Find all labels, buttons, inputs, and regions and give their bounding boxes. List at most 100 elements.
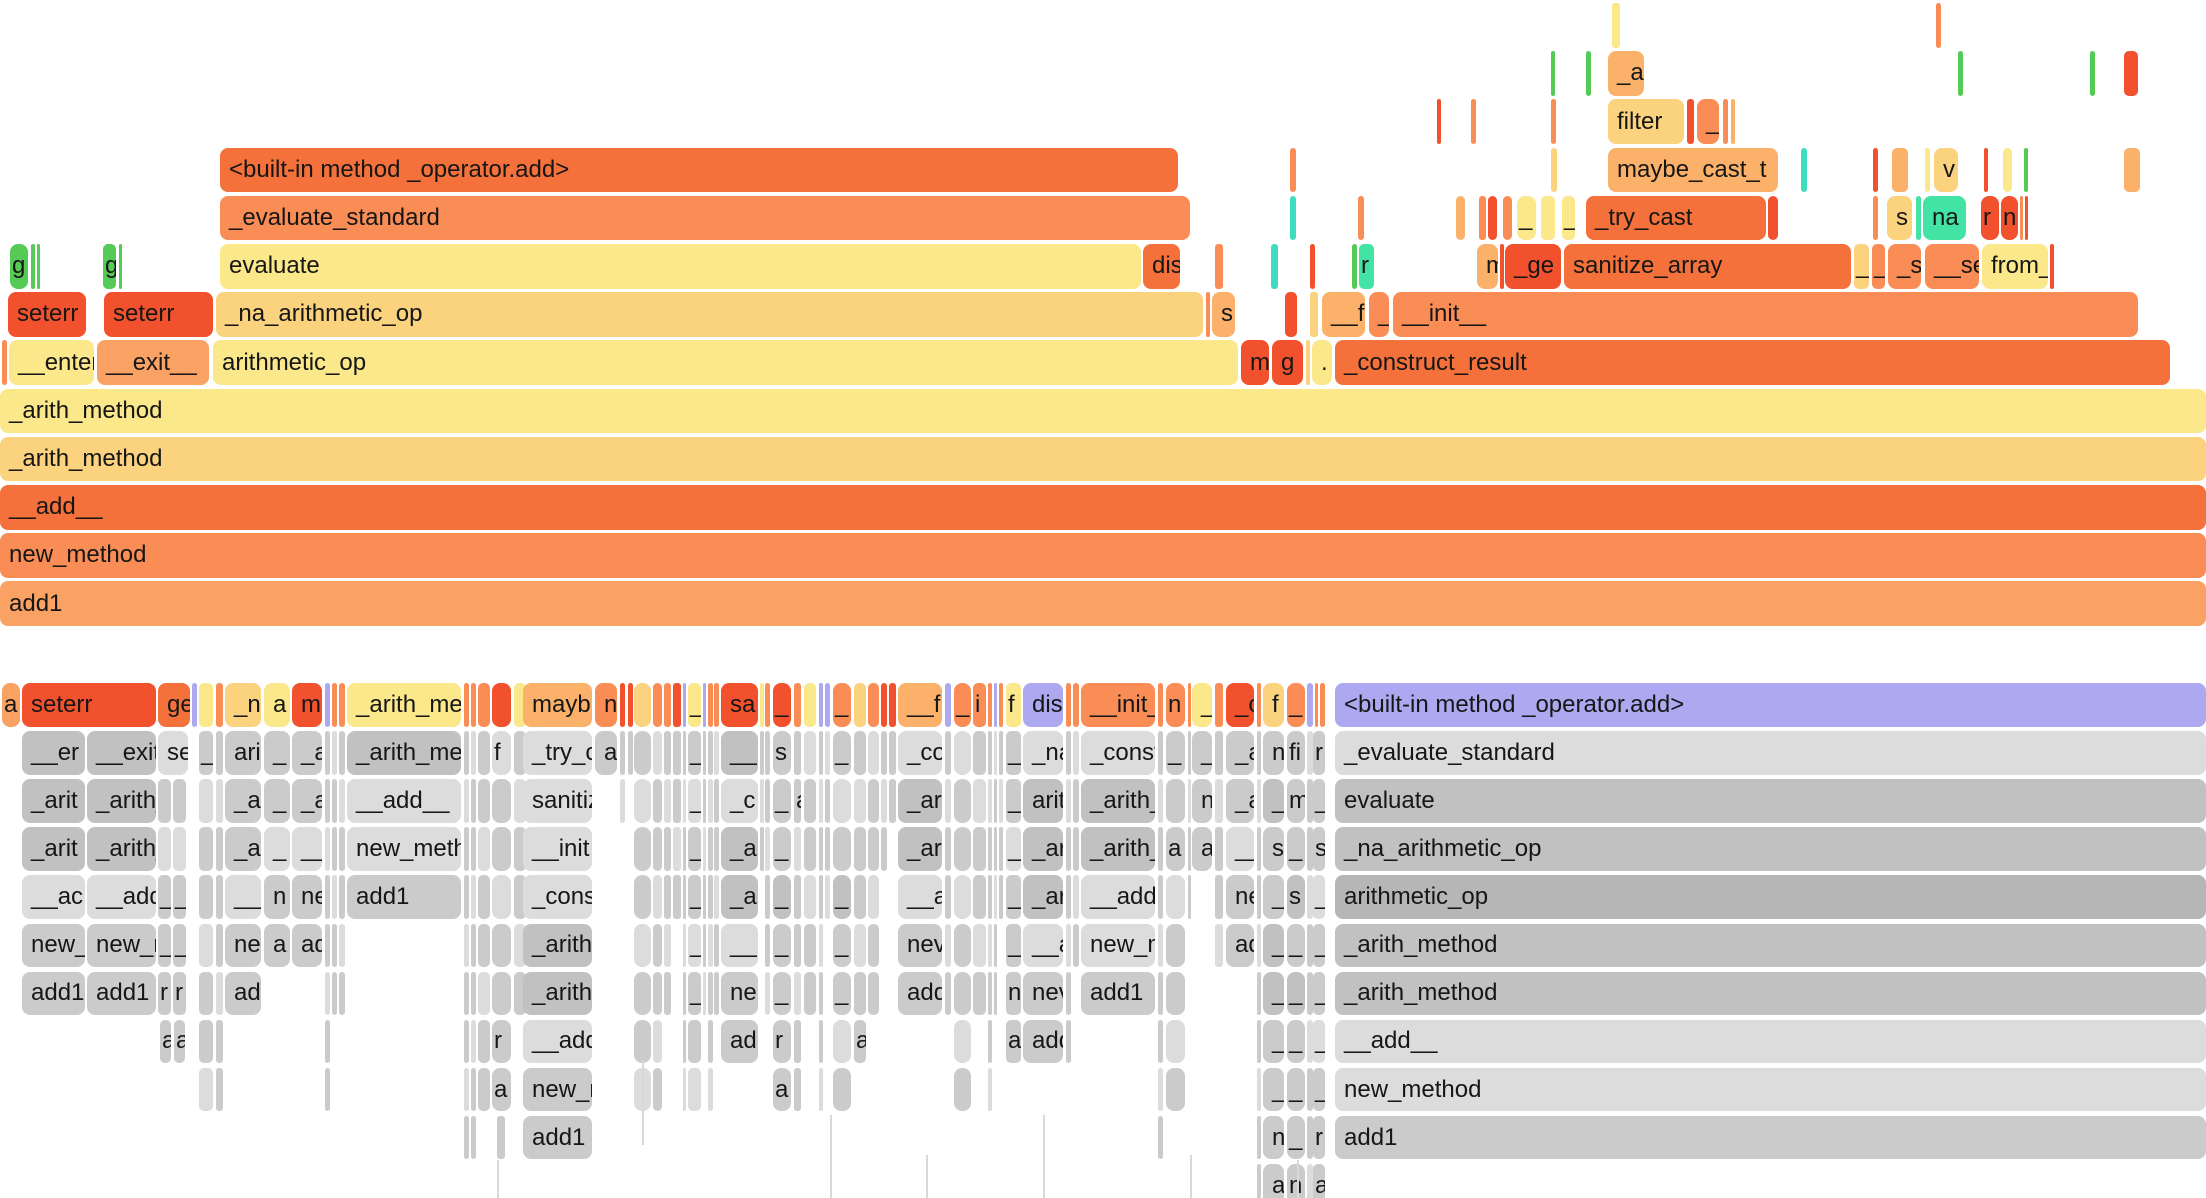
frame-sliver[interactable] (765, 731, 770, 775)
frame-frame[interactable]: _ (1313, 1019, 1325, 1064)
frame-sliver[interactable] (673, 683, 681, 727)
frame-frame[interactable]: _ (1166, 731, 1185, 775)
frame-sliver[interactable] (994, 971, 997, 1016)
frame-sliver[interactable] (653, 923, 662, 967)
frame-sliver[interactable] (653, 779, 662, 823)
frame-filter[interactable]: filter (1608, 99, 1684, 144)
frame-a[interactable]: _a (225, 827, 261, 871)
frame-ad[interactable]: ad (225, 971, 261, 1016)
frame-sliver[interactable] (464, 1115, 469, 1160)
frame-sliver[interactable] (804, 779, 816, 823)
frame-sliver[interactable] (1307, 827, 1313, 871)
frame-sliver[interactable] (464, 1067, 469, 1112)
frame-sliver[interactable] (688, 1067, 701, 1112)
frame-g[interactable]: g (103, 244, 116, 289)
frame-sliver[interactable] (854, 923, 866, 967)
frame-add[interactable]: add (1023, 1019, 1063, 1064)
frame-arithmetic-op[interactable]: arithmetic_op (1335, 875, 2206, 919)
frame-ad[interactable]: ad (721, 1019, 758, 1064)
frame-a[interactable]: a (794, 779, 801, 823)
frame-sliver[interactable] (683, 779, 686, 823)
frame-sliver[interactable] (854, 827, 866, 871)
frame-sliver[interactable] (994, 875, 997, 919)
frame-sliver[interactable] (1352, 244, 1357, 289)
frame-frame[interactable]: _ (1263, 779, 1284, 823)
frame-s[interactable]: s (1287, 875, 1305, 919)
frame-n[interactable]: n (1006, 971, 1021, 1016)
frame-n[interactable]: n (1263, 1115, 1284, 1160)
frame-sliver[interactable] (1873, 147, 1878, 193)
frame-v[interactable]: v (1934, 147, 1958, 193)
frame-sliver[interactable] (1307, 731, 1313, 775)
frame-sliver[interactable] (1073, 779, 1079, 823)
frame-add1[interactable]: add1 (347, 875, 461, 919)
frame-sliver[interactable] (708, 779, 713, 823)
frame-sliver[interactable] (325, 1019, 330, 1064)
frame-sliver[interactable] (868, 779, 879, 823)
frame-sliver[interactable] (794, 731, 801, 775)
frame-sliver[interactable] (1206, 292, 1210, 337)
frame-sliver[interactable] (464, 779, 469, 823)
frame-sliver[interactable] (708, 1067, 713, 1112)
frame-sliver[interactable] (988, 923, 992, 967)
frame-frame[interactable]: _ (1006, 779, 1021, 823)
frame-sliver[interactable] (216, 1067, 223, 1112)
frame-frame[interactable]: _ (1192, 683, 1212, 727)
frame-na[interactable]: _na (1023, 731, 1063, 775)
frame-sliver[interactable] (339, 971, 345, 1016)
frame-sliver[interactable] (1188, 779, 1191, 823)
frame-sliver[interactable] (703, 731, 706, 775)
frame-add1[interactable]: add1 (1335, 1115, 2206, 1160)
frame-f[interactable]: f (492, 731, 511, 775)
frame-frame[interactable]: _ (688, 875, 701, 919)
frame-sliver[interactable] (199, 875, 213, 919)
frame-sliver[interactable] (471, 1019, 476, 1064)
frame-sliver[interactable] (1215, 875, 1223, 919)
frame-sliver[interactable] (708, 1019, 713, 1064)
frame-a[interactable]: a (160, 1019, 171, 1064)
frame-sliver[interactable] (1307, 971, 1313, 1016)
frame-sliver[interactable] (1358, 195, 1364, 241)
frame-frame[interactable]: _ (1872, 244, 1885, 289)
frame-sliver[interactable] (664, 923, 671, 967)
frame-sliver[interactable] (1073, 923, 1079, 967)
frame-a[interactable]: a (854, 1019, 866, 1064)
frame-sliver[interactable] (478, 683, 490, 727)
frame-sliver[interactable] (854, 971, 866, 1016)
frame-na[interactable]: na (1923, 195, 1966, 241)
frame-sliver[interactable] (1307, 779, 1313, 823)
frame-sliver[interactable] (673, 731, 681, 775)
frame-sliver[interactable] (868, 971, 879, 1016)
frame-sliver[interactable] (1551, 147, 1557, 193)
frame-sliver[interactable] (868, 731, 879, 775)
frame-sliver[interactable] (1307, 683, 1313, 727)
frame-sliver[interactable] (708, 683, 713, 727)
frame-frame[interactable]: _ (833, 683, 851, 727)
frame-sliver[interactable] (988, 1019, 992, 1064)
frame-new[interactable]: new_ (22, 923, 85, 967)
frame-sliver[interactable] (794, 683, 801, 727)
frame-ge[interactable]: _ge (1505, 244, 1561, 289)
frame-evaluate-standard[interactable]: _evaluate_standard (220, 195, 1190, 241)
frame-sliver[interactable] (683, 1067, 686, 1112)
frame-sliver[interactable] (1456, 195, 1465, 241)
frame-sliver[interactable] (1158, 1019, 1163, 1064)
frame-sliver[interactable] (1257, 779, 1261, 823)
frame-sliver[interactable] (216, 923, 223, 967)
frame-sliver[interactable] (954, 971, 971, 1016)
frame-arith[interactable]: _arith (523, 923, 592, 967)
frame-frame[interactable]: . (1312, 340, 1332, 385)
frame-sliver[interactable] (833, 827, 851, 871)
frame-s[interactable]: s (1212, 292, 1235, 337)
frame-sliver[interactable] (216, 731, 223, 775)
frame-sliver[interactable] (464, 827, 469, 871)
frame-sliver[interactable] (471, 779, 476, 823)
frame-sliver[interactable] (1073, 731, 1079, 775)
frame-sliver[interactable] (471, 731, 476, 775)
frame-sliver[interactable] (464, 875, 469, 919)
frame-ge[interactable]: ge (158, 683, 190, 727)
frame-sliver[interactable] (339, 875, 345, 919)
frame-arithmetic-op[interactable]: arithmetic_op (213, 340, 1238, 385)
frame-frame[interactable]: _ (1313, 1067, 1325, 1112)
frame-sliver[interactable] (1873, 195, 1878, 241)
